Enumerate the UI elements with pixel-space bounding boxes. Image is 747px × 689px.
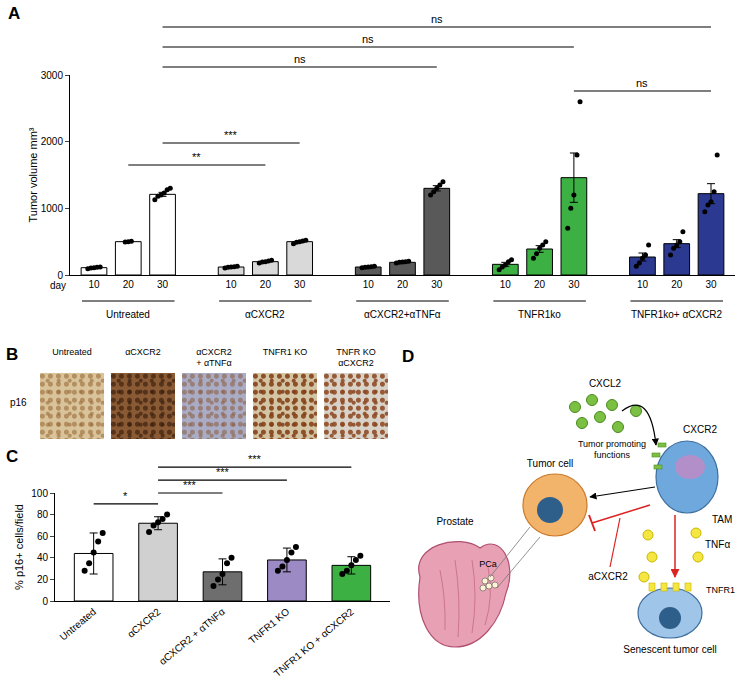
- svg-text:10: 10: [637, 279, 649, 290]
- svg-text:20: 20: [534, 279, 546, 290]
- svg-text:**: **: [192, 151, 201, 163]
- svg-text:40: 40: [37, 552, 49, 563]
- svg-text:20: 20: [397, 279, 409, 290]
- svg-text:10: 10: [500, 279, 512, 290]
- svg-text:30: 30: [705, 279, 717, 290]
- svg-text:Prostate: Prostate: [436, 516, 474, 527]
- svg-text:Tumor volume mm³: Tumor volume mm³: [27, 127, 39, 222]
- svg-text:TNFR1 KO + αCXCR2: TNFR1 KO + αCXCR2: [272, 606, 356, 679]
- svg-text:30: 30: [157, 279, 169, 290]
- svg-text:ns: ns: [362, 33, 374, 45]
- svg-text:Untreated: Untreated: [57, 606, 98, 643]
- svg-text:2000: 2000: [41, 136, 64, 147]
- svg-text:% p16+ cells/field: % p16+ cells/field: [13, 504, 25, 590]
- svg-text:80: 80: [37, 509, 49, 520]
- svg-text:ns: ns: [636, 77, 648, 89]
- html-text:D: D: [402, 347, 415, 366]
- svg-text:TNFR1: TNFR1: [706, 585, 735, 595]
- svg-text:TNFR1ko: TNFR1ko: [518, 309, 561, 320]
- svg-text:*: *: [123, 490, 128, 502]
- html-text:αCXCR2: αCXCR2: [196, 347, 232, 357]
- svg-text:Untreated: Untreated: [106, 309, 150, 320]
- svg-text:1000: 1000: [41, 203, 64, 214]
- svg-text:30: 30: [568, 279, 580, 290]
- svg-text:CXCR2: CXCR2: [683, 424, 717, 435]
- svg-text:TNFα: TNFα: [705, 539, 730, 550]
- html-text:TNFR KO: TNFR KO: [336, 347, 376, 357]
- svg-text:Senescent tumor cell: Senescent tumor cell: [623, 644, 716, 655]
- html-text:C: C: [6, 447, 19, 466]
- svg-text:***: ***: [183, 479, 197, 491]
- html-text:αCXCR2: αCXCR2: [125, 347, 161, 357]
- svg-text:αCXCR2 + αTNFα: αCXCR2 + αTNFα: [157, 606, 227, 667]
- svg-text:Tumor promoting: Tumor promoting: [578, 439, 646, 449]
- svg-text:aCXCR2: aCXCR2: [588, 571, 628, 582]
- svg-text:0: 0: [57, 270, 63, 281]
- svg-text:20: 20: [37, 574, 49, 585]
- svg-text:ns: ns: [431, 13, 443, 25]
- svg-text:TNFR1 KO: TNFR1 KO: [246, 606, 291, 646]
- svg-text:10: 10: [88, 279, 100, 290]
- svg-text:Tumor cell: Tumor cell: [527, 458, 573, 469]
- svg-text:0: 0: [42, 596, 48, 607]
- svg-text:αCXCR2: αCXCR2: [125, 606, 163, 640]
- svg-text:100: 100: [31, 488, 48, 499]
- html-text:+ αTNFα: + αTNFα: [196, 358, 232, 368]
- html-text:B: B: [6, 345, 19, 364]
- svg-text:αCXCR2+αTNFα: αCXCR2+αTNFα: [364, 309, 441, 320]
- svg-text:3000: 3000: [41, 70, 64, 81]
- svg-text:CXCL2: CXCL2: [589, 378, 622, 389]
- svg-text:30: 30: [431, 279, 443, 290]
- svg-text:10: 10: [226, 279, 238, 290]
- svg-text:PCa: PCa: [479, 559, 497, 569]
- svg-text:***: ***: [224, 129, 238, 141]
- svg-text:***: ***: [216, 466, 230, 478]
- html-text:p16: p16: [10, 397, 27, 408]
- html-text:TNFR1 KO: TNFR1 KO: [262, 347, 308, 357]
- svg-text:20: 20: [123, 279, 135, 290]
- html-text:Untreated: Untreated: [52, 347, 92, 357]
- svg-text:***: ***: [248, 453, 262, 465]
- svg-text:αCXCR2: αCXCR2: [245, 309, 285, 320]
- svg-text:20: 20: [671, 279, 683, 290]
- svg-text:10: 10: [363, 279, 375, 290]
- svg-text:TNFR1ko+ αCXCR2: TNFR1ko+ αCXCR2: [631, 309, 723, 320]
- html-text:A: A: [8, 4, 21, 23]
- svg-text:20: 20: [260, 279, 272, 290]
- svg-text:functions: functions: [594, 450, 631, 460]
- svg-text:60: 60: [37, 531, 49, 542]
- svg-text:ns: ns: [294, 53, 306, 65]
- svg-text:day: day: [50, 280, 66, 291]
- svg-text:TAM: TAM: [712, 514, 732, 525]
- svg-text:30: 30: [294, 279, 306, 290]
- html-text:αCXCR2: αCXCR2: [338, 358, 374, 368]
